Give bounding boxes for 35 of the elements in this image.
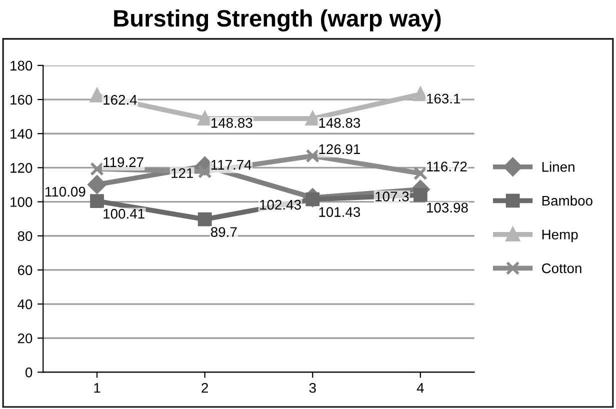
legend-label: Linen: [542, 162, 574, 172]
legend-label: Bamboo: [542, 195, 592, 206]
data-label: 148.83: [319, 118, 360, 128]
data-label: 163.1: [427, 94, 460, 104]
y-tick-label: 60: [18, 265, 32, 276]
data-label: 116.72: [427, 162, 467, 172]
y-tick-label: 180: [10, 60, 32, 71]
data-label: 89.7: [210, 227, 237, 237]
y-tick-label: 0: [26, 368, 32, 378]
x-tick-label: 3: [309, 382, 316, 393]
data-label: 100.41: [104, 208, 144, 219]
y-tick-label: 140: [10, 128, 32, 139]
data-label: 117.74: [211, 160, 252, 170]
data-label: 101.43: [319, 207, 360, 217]
y-tick-label: 120: [10, 163, 32, 173]
data-label: 103.98: [427, 202, 468, 213]
chart-title: Bursting Strength (warp way): [114, 9, 441, 32]
legend-label: Hemp: [542, 230, 578, 242]
legend-label: Cotton: [542, 263, 582, 274]
y-tick-label: 80: [18, 231, 32, 242]
y-tick-label: 160: [10, 94, 32, 105]
data-label: 107.3: [376, 192, 409, 202]
x-tick-label: 2: [202, 382, 208, 393]
x-tick-label: 1: [94, 383, 100, 393]
y-tick-label: 20: [18, 333, 32, 344]
data-label: 148.83: [211, 118, 252, 128]
data-label: 119.27: [104, 157, 144, 168]
data-label: 126.91: [319, 144, 360, 154]
y-tick-label: 40: [18, 299, 32, 310]
data-label: 162.4: [104, 94, 137, 105]
y-tick-label: 100: [10, 197, 32, 207]
data-label: 102.43: [260, 200, 301, 210]
data-label: 110.09: [46, 186, 86, 197]
x-tick-label: 4: [416, 383, 424, 393]
data-label: 121: [172, 168, 194, 178]
